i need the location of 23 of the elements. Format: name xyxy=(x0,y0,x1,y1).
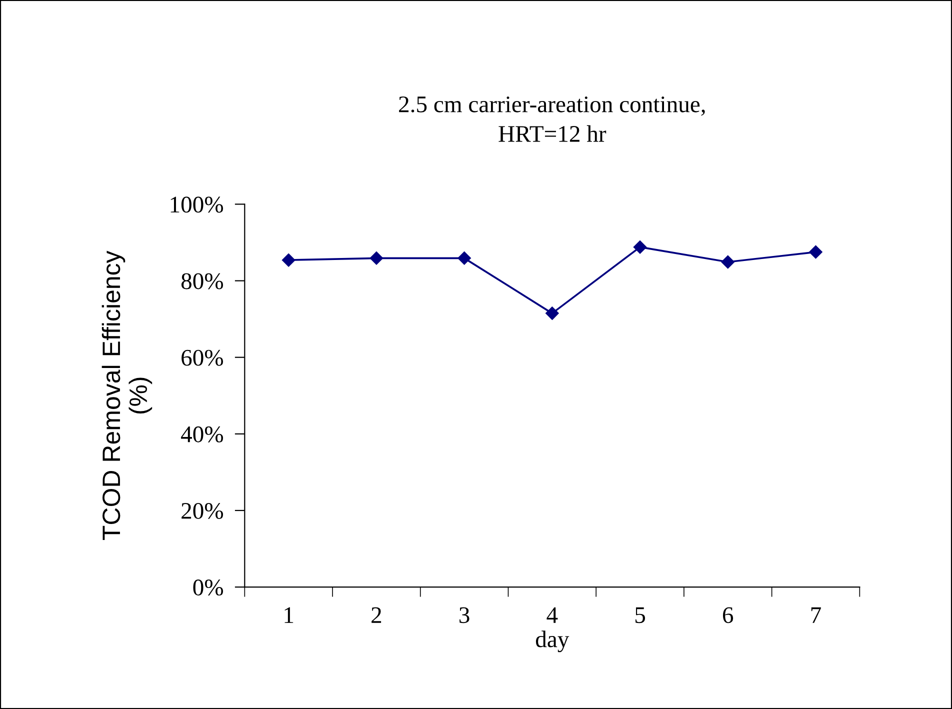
y-tick-label: 20% xyxy=(182,502,224,519)
x-tick-label: 2 xyxy=(372,607,382,623)
y-tick-label: 60% xyxy=(182,350,224,366)
y-tick-label: 80% xyxy=(181,273,224,290)
point xyxy=(721,255,734,269)
point xyxy=(633,240,647,254)
point xyxy=(546,306,559,320)
y-axis-title: TCOD Removal Efficiency (%) xyxy=(102,250,152,540)
point xyxy=(370,252,384,265)
point xyxy=(458,252,471,265)
x-axis-title: day xyxy=(536,630,570,652)
point xyxy=(282,254,296,267)
y-tick-label: 0% xyxy=(193,580,224,596)
x-tick-label: 3 xyxy=(460,607,470,624)
chart-title: 2.5 cm carrier-areation continue, HRT=12 hr xyxy=(399,96,705,142)
y-tick-label: 100% xyxy=(170,196,224,213)
x-tick-label: 4 xyxy=(546,607,558,623)
x-tick-label: 6 xyxy=(722,607,734,624)
point xyxy=(809,245,822,259)
y-tick-label: 40% xyxy=(181,426,224,442)
x-tick-label: 1 xyxy=(284,607,294,623)
x-tick-label: 5 xyxy=(635,607,645,624)
x-tick-label: 7 xyxy=(811,607,821,623)
